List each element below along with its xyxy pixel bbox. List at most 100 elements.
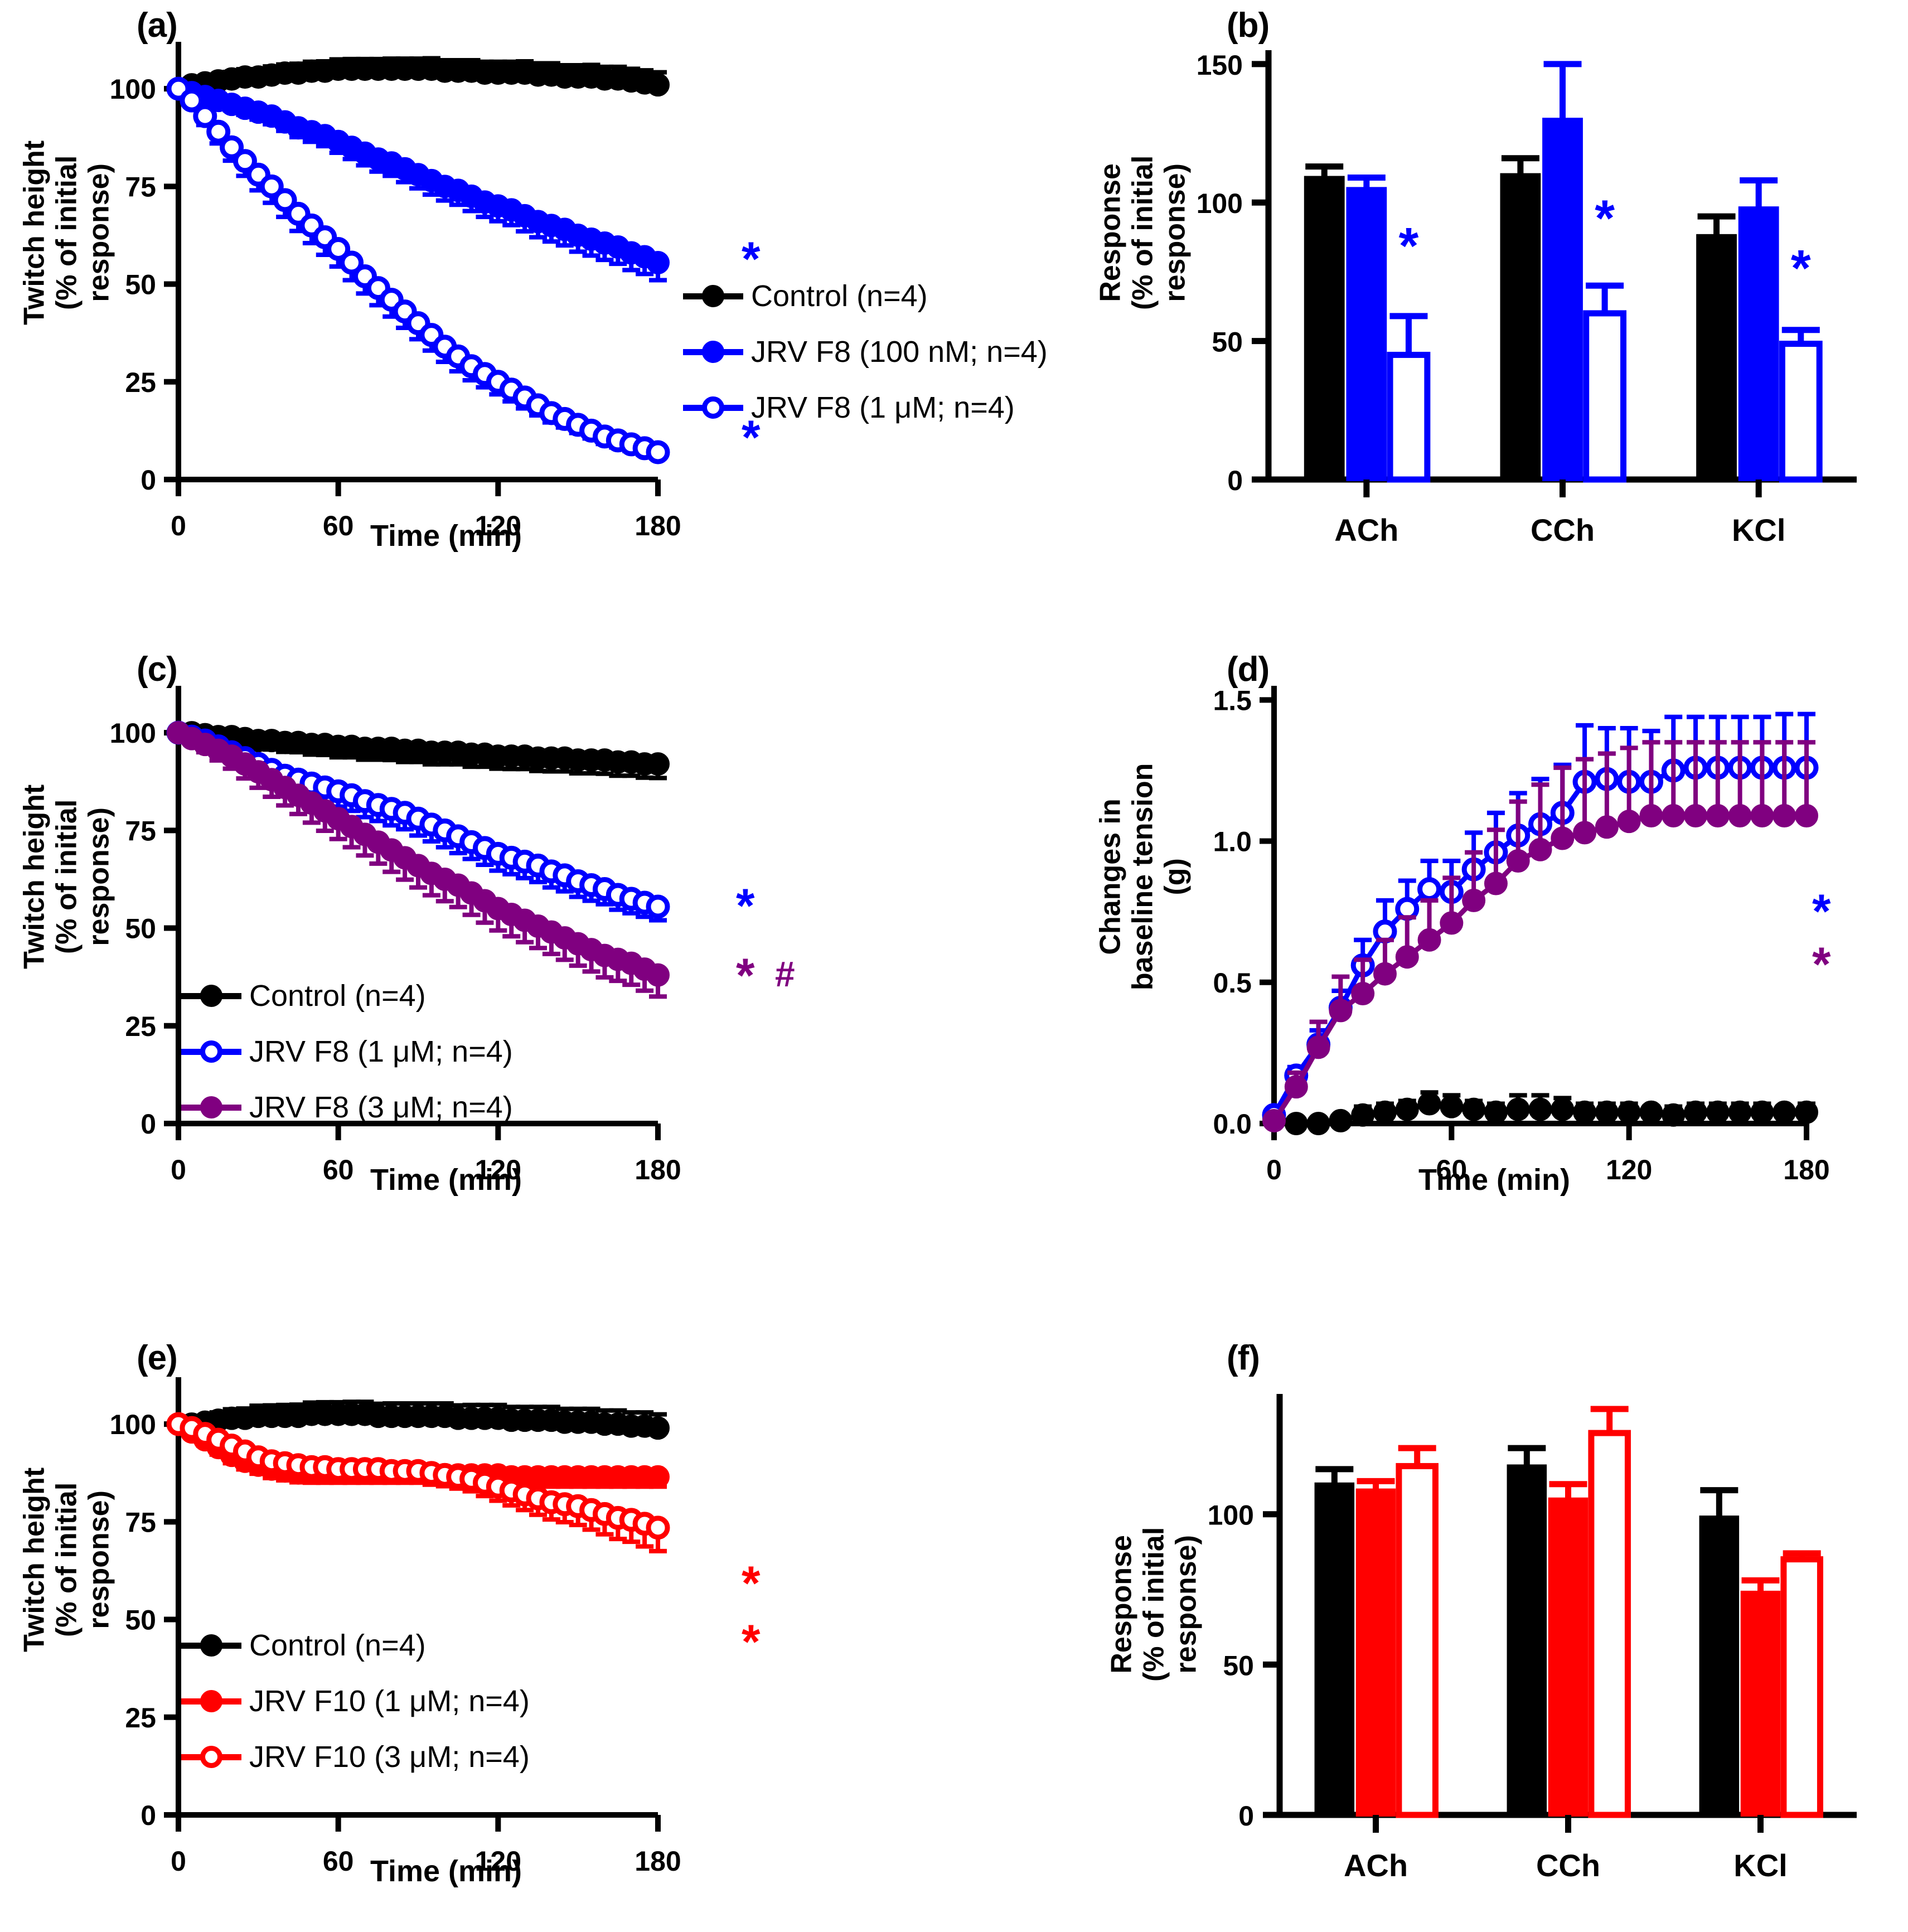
panel-a-legend-item-2: JRV F8 (1 μM; n=4): [683, 390, 1015, 425]
panel-c: (c) Twitch height (% of initial response…: [0, 644, 836, 1229]
svg-text:150: 150: [1197, 50, 1243, 81]
legend-marker-open-circle-blue: [181, 1039, 241, 1064]
svg-text:180: 180: [635, 510, 681, 541]
svg-text:0: 0: [141, 464, 156, 496]
panel-d-x-axis-title: Time (min): [1418, 1163, 1571, 1197]
svg-text:0.0: 0.0: [1213, 1108, 1252, 1140]
panel-a-legend-label-0: Control (n=4): [751, 279, 928, 313]
panel-a: (a) Twitch height (% of initial response…: [0, 0, 1048, 585]
svg-text:CCh: CCh: [1536, 1848, 1600, 1883]
svg-text:180: 180: [1783, 1154, 1829, 1185]
panel-e-legend-label-0: Control (n=4): [249, 1629, 426, 1662]
svg-text:75: 75: [125, 815, 156, 846]
legend-marker-filled-circle-black: [181, 1633, 241, 1658]
svg-text:0: 0: [141, 1108, 156, 1140]
panel-e-label: (e): [137, 1339, 178, 1377]
svg-text:0: 0: [171, 1154, 186, 1185]
svg-text:25: 25: [125, 1702, 156, 1734]
panel-f: (f) Response (% of initial response) 0 50…: [1059, 1316, 1908, 1932]
panel-c-y-axis-title: Twitch height (% of initial response): [18, 784, 116, 969]
svg-text:0: 0: [141, 1800, 156, 1831]
panel-b-y-axis-title: Response (% of initial response): [1094, 155, 1192, 311]
panel-a-significance-marker-1: *: [742, 411, 761, 464]
svg-text:100: 100: [1197, 188, 1243, 219]
panel-c-legend-label-1: JRV F8 (1 μM; n=4): [249, 1035, 513, 1068]
panel-a-legend-label-2: JRV F8 (1 μM; n=4): [751, 391, 1015, 424]
svg-text:60: 60: [323, 1846, 354, 1877]
svg-text:0: 0: [1238, 1800, 1254, 1832]
panel-c-label: (c): [137, 650, 178, 689]
svg-text:1.0: 1.0: [1213, 826, 1252, 858]
svg-text:CCh: CCh: [1531, 512, 1595, 548]
panel-a-significance-marker-0: *: [742, 233, 761, 286]
svg-text:0: 0: [171, 1846, 186, 1877]
panel-e-x-axis-title: Time (min): [370, 1854, 522, 1888]
panel-e-legend-label-1: JRV F10 (1 μM; n=4): [249, 1684, 530, 1718]
panel-d-y-axis-title: Changes in baseline tension (g): [1094, 763, 1192, 991]
panel-c-legend-item-1: JRV F8 (1 μM; n=4): [181, 1034, 513, 1069]
panel-b-plot: 0 50 100 150 ACh CCh KCl * * *: [1197, 50, 1857, 548]
panel-d-label: (d): [1227, 650, 1270, 689]
panel-e-plot: 0 25 50 75 100 0 60 120 180: [110, 1377, 681, 1877]
panel-a-legend-item-0: Control (n=4): [683, 279, 928, 313]
panel-d-significance-marker-0: *: [1812, 885, 1831, 938]
panel-f-plot: 0 50 100 ACh CCh KCl: [1208, 1394, 1857, 1883]
svg-text:25: 25: [125, 1011, 156, 1042]
panel-e-significance-marker-1: *: [742, 1615, 761, 1669]
legend-marker-filled-circle-black: [683, 284, 743, 308]
panel-d-significance-marker-1: *: [1812, 938, 1831, 991]
panel-e-legend-item-0: Control (n=4): [181, 1628, 426, 1663]
legend-marker-open-circle-blue: [683, 395, 743, 420]
panel-e-significance-marker-0: *: [742, 1557, 761, 1610]
svg-text:75: 75: [125, 1507, 156, 1538]
panel-d: (d) Changes in baseline tension (g) Time…: [1059, 644, 1908, 1229]
svg-text:25: 25: [125, 367, 156, 398]
panel-c-plot: 0 25 50 75 100 0 60 120 180: [110, 686, 681, 1185]
panel-b: (b) Response (% of initial response) 0 50…: [1059, 0, 1908, 585]
svg-text:120: 120: [475, 510, 521, 541]
legend-marker-filled-circle-black: [181, 984, 241, 1008]
svg-text:*: *: [1595, 190, 1615, 247]
panel-a-label: (a): [137, 6, 178, 45]
svg-text:0.5: 0.5: [1213, 967, 1252, 999]
panel-c-significance-marker-0: *: [736, 879, 755, 933]
panel-f-y-axis-title: Response (% of initial response): [1105, 1527, 1203, 1682]
svg-text:60: 60: [323, 1154, 354, 1185]
panel-e-legend-item-1: JRV F10 (1 μM; n=4): [181, 1684, 530, 1718]
panel-e: (e) Twitch height (% of initial response…: [0, 1316, 836, 1932]
svg-text:60: 60: [323, 510, 354, 541]
panel-e-y-axis-title: Twitch height (% of initial response): [18, 1467, 116, 1652]
svg-text:60: 60: [1436, 1154, 1468, 1185]
svg-text:*: *: [1791, 240, 1811, 297]
svg-text:75: 75: [125, 171, 156, 202]
panel-c-x-axis-title: Time (min): [370, 1163, 522, 1197]
legend-marker-filled-circle-purple: [181, 1095, 241, 1120]
svg-text:0: 0: [1227, 465, 1243, 496]
svg-text:120: 120: [475, 1154, 521, 1185]
svg-text:50: 50: [1212, 327, 1243, 358]
panel-f-label: (f): [1227, 1339, 1260, 1377]
panel-a-plot: 0 25 50 75 100 0 60 120 180: [110, 42, 681, 541]
panel-a-x-axis-title: Time (min): [370, 519, 522, 553]
svg-text:ACh: ACh: [1344, 1848, 1408, 1883]
svg-text:50: 50: [1223, 1650, 1254, 1681]
svg-text:50: 50: [125, 1605, 156, 1636]
svg-text:ACh: ACh: [1334, 512, 1398, 548]
svg-text:100: 100: [1208, 1500, 1254, 1531]
svg-text:KCl: KCl: [1732, 512, 1785, 548]
svg-text:120: 120: [1606, 1154, 1652, 1185]
svg-text:0: 0: [171, 510, 186, 541]
panel-c-legend-item-0: Control (n=4): [181, 979, 426, 1013]
svg-text:120: 120: [475, 1846, 521, 1877]
svg-text:180: 180: [635, 1154, 681, 1185]
panel-a-legend-item-1: JRV F8 (100 nM; n=4): [683, 335, 1048, 369]
svg-text:1.5: 1.5: [1213, 685, 1252, 716]
panel-a-y-axis-title: Twitch height (% of initial response): [18, 140, 116, 325]
legend-marker-open-circle-red: [181, 1745, 241, 1769]
legend-marker-filled-circle-blue: [683, 340, 743, 364]
svg-text:100: 100: [110, 718, 156, 749]
panel-c-legend-label-0: Control (n=4): [249, 979, 426, 1013]
panel-c-legend-item-2: JRV F8 (3 μM; n=4): [181, 1090, 513, 1125]
svg-text:50: 50: [125, 913, 156, 945]
